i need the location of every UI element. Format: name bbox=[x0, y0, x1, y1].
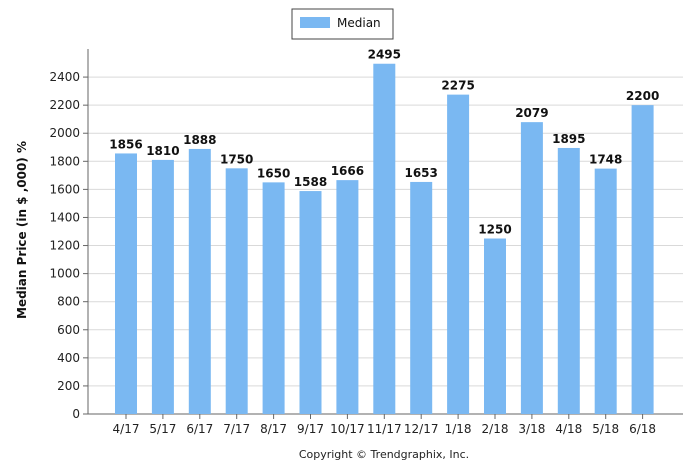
bar-6-17 bbox=[188, 148, 211, 414]
bars bbox=[115, 63, 654, 415]
data-label: 1748 bbox=[589, 153, 622, 167]
data-label: 1666 bbox=[331, 164, 364, 178]
y-tick-label: 2400 bbox=[49, 70, 80, 84]
bar-3-18 bbox=[520, 122, 543, 414]
x-tick-label: 1/18 bbox=[445, 422, 472, 436]
data-label: 2275 bbox=[441, 79, 474, 93]
x-tick-label: 6/17 bbox=[186, 422, 213, 436]
data-label: 2079 bbox=[515, 106, 548, 120]
bar-2-18 bbox=[484, 238, 506, 414]
y-tick-label: 1400 bbox=[49, 210, 80, 224]
data-label: 1250 bbox=[478, 223, 511, 237]
y-tick-label: 1600 bbox=[49, 182, 80, 196]
x-tick-label: 10/17 bbox=[330, 422, 365, 436]
bar-5-17 bbox=[151, 159, 174, 414]
legend: Median bbox=[291, 8, 394, 40]
y-tick-label: 1200 bbox=[49, 239, 80, 253]
bar-12-17 bbox=[410, 181, 433, 414]
bar-4-18 bbox=[557, 147, 580, 414]
x-tick-label: 8/17 bbox=[260, 422, 287, 436]
data-label: 2200 bbox=[626, 89, 659, 103]
data-label: 1856 bbox=[109, 137, 142, 151]
x-tick-label: 5/18 bbox=[592, 422, 619, 436]
x-tick-label: 7/17 bbox=[223, 422, 250, 436]
x-tick-label: 11/17 bbox=[367, 422, 402, 436]
data-label: 1588 bbox=[294, 175, 327, 189]
x-tick-label: 9/17 bbox=[297, 422, 324, 436]
bar-4-17 bbox=[115, 153, 137, 414]
x-tick-label: 3/18 bbox=[518, 422, 545, 436]
data-label: 1810 bbox=[146, 144, 179, 158]
bar-7-17 bbox=[225, 168, 248, 414]
x-tick-label: 4/17 bbox=[113, 422, 140, 436]
y-tick-label: 600 bbox=[57, 323, 80, 337]
x-tick-label: 2/18 bbox=[482, 422, 509, 436]
bar-10-17 bbox=[336, 180, 359, 414]
y-tick-label: 800 bbox=[57, 295, 80, 309]
y-tick-label: 2000 bbox=[49, 126, 80, 140]
bar-9-17 bbox=[299, 191, 322, 414]
y-tick-label: 1800 bbox=[49, 154, 80, 168]
bar-11-17 bbox=[373, 63, 396, 414]
y-tick-label: 2200 bbox=[49, 98, 80, 112]
x-tick-label: 4/18 bbox=[555, 422, 582, 436]
y-tick-label: 1000 bbox=[49, 267, 80, 281]
x-tick-label: 6/18 bbox=[629, 422, 656, 436]
data-label: 1650 bbox=[257, 166, 290, 180]
data-label: 2495 bbox=[368, 48, 401, 62]
y-axis-title: Median Price (in $ ,000) % bbox=[15, 141, 29, 319]
bar-6-18 bbox=[631, 105, 654, 415]
y-tick-label: 0 bbox=[72, 407, 80, 421]
footer-copyright: Copyright © Trendgraphix, Inc. bbox=[299, 448, 469, 461]
legend-swatch bbox=[300, 17, 330, 28]
data-label: 1750 bbox=[220, 152, 253, 166]
bar-5-18 bbox=[594, 168, 617, 414]
y-tick-label: 400 bbox=[57, 351, 80, 365]
legend-label: Median bbox=[337, 16, 381, 30]
data-label: 1653 bbox=[404, 166, 437, 180]
value-labels: 1856 1810 1888 1750 1650 1588 1666 2495 1653 2275… bbox=[109, 48, 659, 237]
tick-labels: 0 200 400 600 800 1000 1200 1400 1600 1800 2000 220… bbox=[49, 70, 656, 436]
bar-1-18 bbox=[447, 94, 470, 414]
x-tick-label: 12/17 bbox=[404, 422, 439, 436]
y-tick-label: 200 bbox=[57, 379, 80, 393]
bar-8-17 bbox=[262, 182, 285, 414]
data-label: 1895 bbox=[552, 132, 585, 146]
x-tick-label: 5/17 bbox=[149, 422, 176, 436]
data-label: 1888 bbox=[183, 133, 216, 147]
